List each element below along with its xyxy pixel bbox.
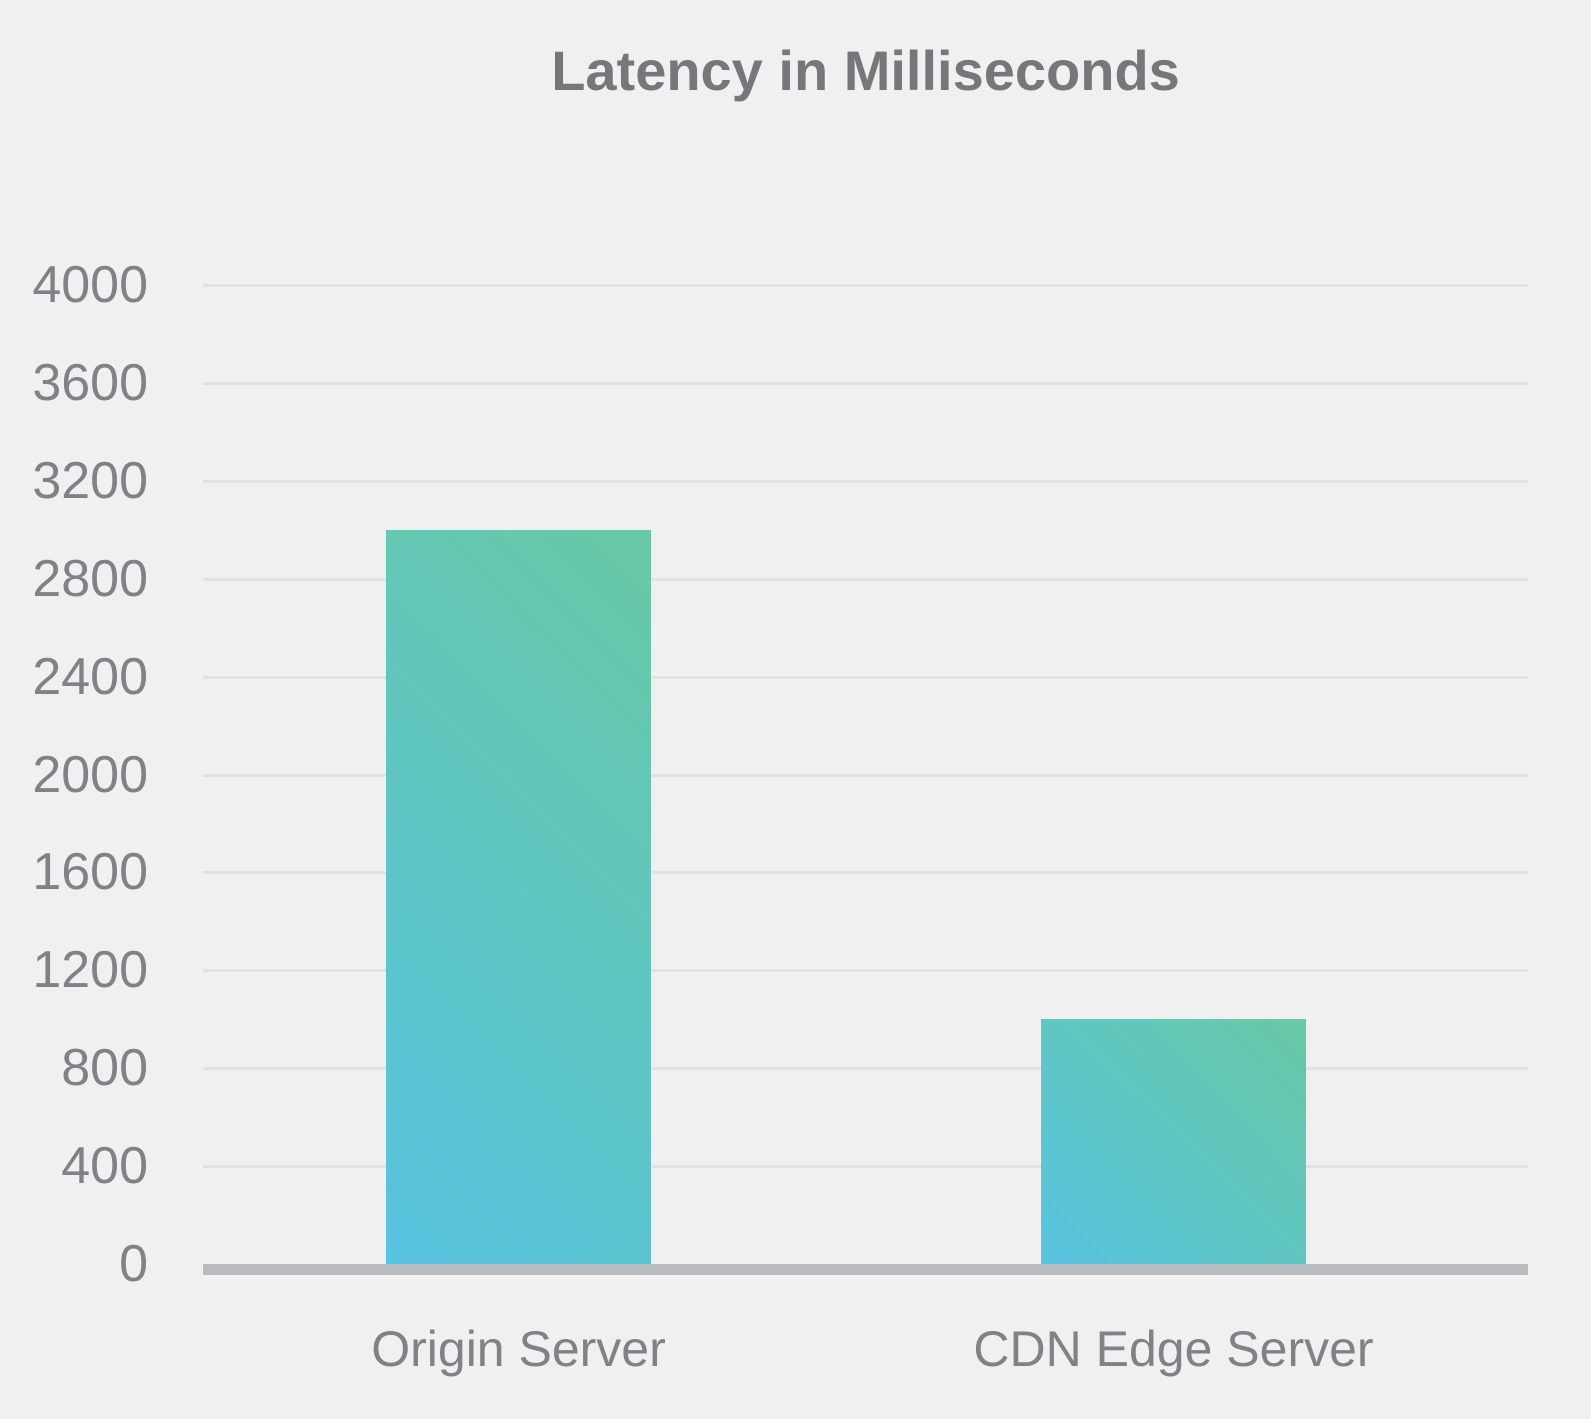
x-axis-label-cdn-edge-server: CDN Edge Server (973, 1321, 1374, 1377)
gridline-2400 (203, 675, 1528, 679)
y-tick-label-0: 0 (119, 1235, 148, 1293)
y-tick-label-2800: 2800 (32, 549, 148, 608)
y-tick-label-2400: 2400 (32, 647, 148, 706)
y-tick-label-4000: 4000 (32, 256, 148, 314)
y-tick-label-3600: 3600 (32, 353, 148, 412)
y-tick-label-3200: 3200 (32, 451, 148, 510)
y-tick-label-2000: 2000 (32, 745, 148, 804)
chart-title: Latency in Milliseconds (551, 39, 1180, 102)
bar-origin-server (386, 530, 651, 1264)
y-tick-label-800: 800 (61, 1039, 148, 1098)
gridline-2000 (203, 773, 1528, 777)
gridline-400 (203, 1165, 1528, 1169)
gridline-3200 (203, 479, 1528, 483)
gridline-2800 (203, 577, 1528, 581)
gridline-1600 (203, 871, 1528, 875)
gridline-800 (203, 1067, 1528, 1071)
y-axis: 0 400 800 1200 1600 2000 2400 2800 3200 3600 4000 (0, 256, 148, 1293)
y-tick-label-1600: 1600 (32, 843, 148, 902)
gridline-4000 (203, 284, 1528, 287)
y-tick-label-400: 400 (61, 1137, 148, 1196)
x-axis-label-origin-server: Origin Server (371, 1321, 666, 1377)
gridline-3600 (203, 381, 1528, 385)
x-axis-line (203, 1264, 1528, 1275)
x-axis: Origin Server CDN Edge Server (203, 1318, 1528, 1388)
plot-area (203, 284, 1528, 1275)
y-tick-label-1200: 1200 (32, 941, 148, 1000)
bar-cdn-edge-server (1041, 1019, 1306, 1264)
gridline-1200 (203, 969, 1528, 973)
